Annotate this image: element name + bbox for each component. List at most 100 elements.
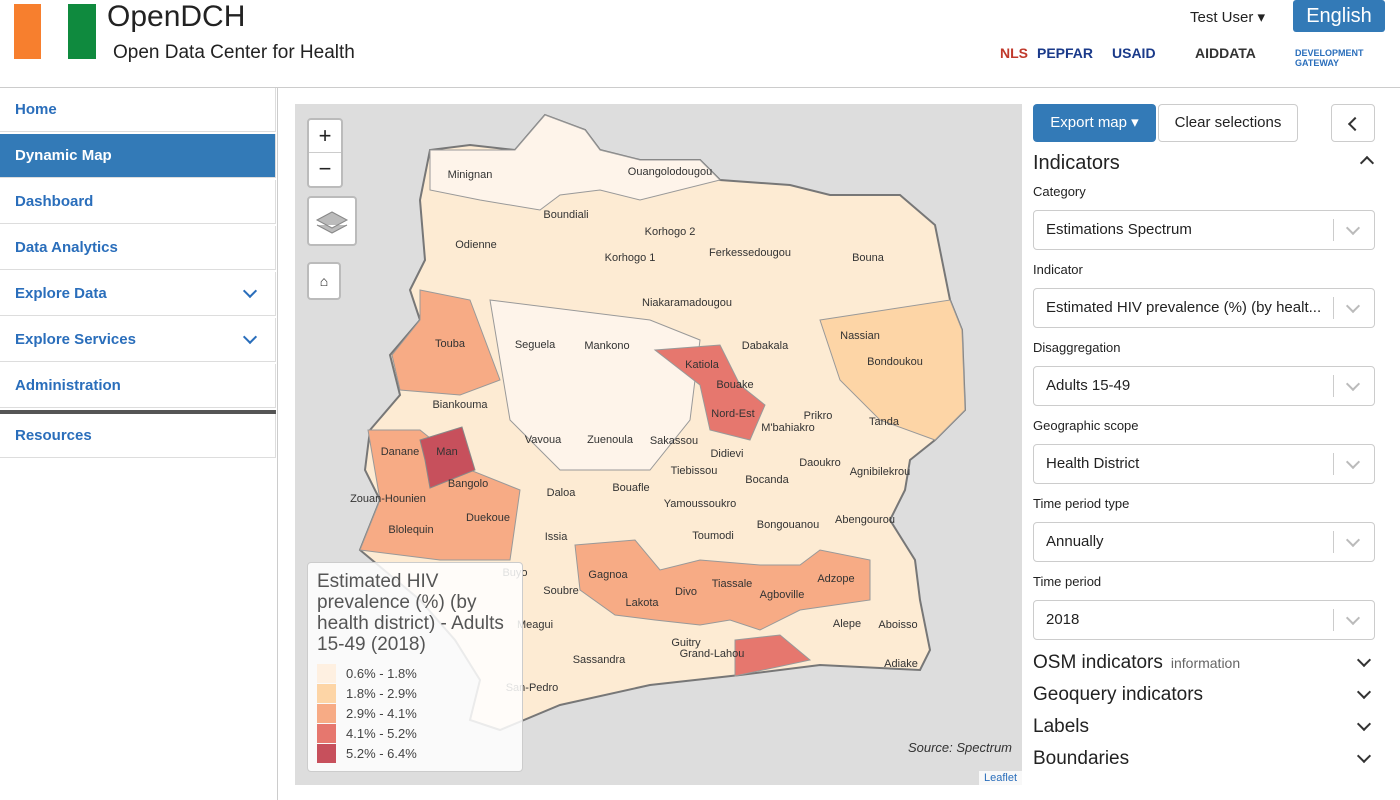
select[interactable]: Health District (1033, 444, 1375, 484)
zoom-in[interactable]: + (309, 120, 341, 153)
select-divider (1333, 453, 1334, 475)
nav-item[interactable]: Home (0, 88, 276, 132)
map[interactable]: Minignan Ouangolodougou Boundiali Korhogo 2… (295, 104, 1022, 785)
chevron (1356, 748, 1372, 764)
legend-label: 4.1% - 5.2% (346, 725, 417, 741)
chevron (1356, 652, 1372, 668)
logo: PEPFAR (1037, 45, 1094, 61)
select-value: Annually (1046, 533, 1104, 550)
chevron (1345, 610, 1361, 626)
sidebar-divider (0, 410, 276, 414)
district-label: Meagui (517, 619, 553, 631)
brand[interactable]: OpenDCH (107, 0, 246, 33)
district-label: Man (436, 446, 457, 458)
district-touba (391, 289, 501, 396)
select[interactable]: Estimations Spectrum (1033, 210, 1375, 250)
district-label: Grand-Lahou (680, 648, 745, 660)
district-label: Mankono (584, 340, 629, 352)
district-label: Daoukro (799, 457, 841, 469)
chevron (1356, 716, 1372, 732)
select-value: Health District (1046, 455, 1140, 472)
district-label: Yamoussoukro (664, 498, 737, 510)
field-label: Category (1033, 184, 1086, 199)
legend-item: 4.1% - 5.2% (317, 723, 513, 743)
user-menu[interactable]: Test User ▾ (1190, 9, 1266, 26)
legend-item: 5.2% - 6.4% (317, 743, 513, 763)
district-label: Prikro (804, 410, 833, 422)
district-label: Alepe (833, 618, 861, 630)
export-button[interactable]: Export map ▾ (1033, 104, 1156, 142)
district-label: Touba (435, 338, 466, 350)
select-value: Adults 15-49 (1046, 377, 1131, 394)
select[interactable]: Annually (1033, 522, 1375, 562)
chevron (1345, 298, 1361, 314)
district-label: Ouangolodougou (628, 166, 712, 178)
collapsed-section[interactable]: Labels (1033, 716, 1375, 738)
chevron (1347, 116, 1363, 132)
district-label: Daloa (547, 487, 577, 499)
district-label: Tanda (869, 416, 900, 428)
nav-item[interactable]: Data Analytics (0, 226, 276, 270)
district-label: Soubre (543, 585, 578, 597)
language-button[interactable]: English (1293, 0, 1385, 32)
district-south (574, 539, 871, 631)
legend-swatch (317, 723, 336, 743)
legend-swatch (317, 703, 336, 723)
select[interactable]: 2018 (1033, 600, 1375, 640)
section-title[interactable]: Indicators (1033, 152, 1120, 174)
select[interactable]: Estimated HIV prevalence (%) (by healt..… (1033, 288, 1375, 328)
district-label: M'bahiakro (761, 422, 814, 434)
nav-item[interactable]: Resources (0, 414, 276, 458)
legend-item: 1.8% - 2.9% (317, 683, 513, 703)
chevron (1345, 454, 1361, 470)
district-label: Korhogo 2 (645, 226, 696, 238)
legend-swatch (317, 683, 336, 703)
district-man (419, 426, 476, 489)
nav-label: Resources (15, 427, 92, 444)
collapsed-section[interactable]: Geoquery indicators (1033, 684, 1375, 706)
district-center (489, 299, 701, 471)
clear-button[interactable]: Clear selections (1158, 104, 1298, 142)
export-label: Export map (1050, 114, 1127, 131)
nav-item[interactable]: Dynamic Map (0, 134, 276, 178)
district-label: Vavoua (525, 434, 562, 446)
select-value: Estimated HIV prevalence (%) (by healt..… (1046, 299, 1322, 316)
nav-item[interactable]: Dashboard (0, 180, 276, 224)
legend-title: Estimated HIV prevalence (%) (by health … (317, 571, 504, 655)
district-label: Issia (545, 531, 569, 543)
district-label: Bangolo (448, 478, 488, 490)
district-label: Lakota (625, 597, 659, 609)
district-label: Sakassou (650, 435, 698, 447)
field-label: Disaggregation (1033, 340, 1121, 355)
select-divider (1333, 297, 1334, 319)
district-label: Korhogo 1 (605, 252, 656, 264)
nav-item[interactable]: Explore Data (0, 272, 276, 316)
zoom-out[interactable]: − (318, 156, 332, 181)
attribution[interactable]: Leaflet (978, 771, 1022, 785)
select-divider (1333, 219, 1334, 241)
layers-button[interactable] (307, 196, 357, 246)
logo: USAID (1112, 45, 1156, 61)
select[interactable]: Adults 15-49 (1033, 366, 1375, 406)
section-label: Labels (1033, 716, 1089, 737)
user: Test User (1190, 9, 1254, 26)
flag (14, 4, 96, 59)
district-north (429, 114, 721, 211)
district-label: Agnibilekrou (850, 466, 911, 478)
nav-item[interactable]: Administration (0, 364, 276, 408)
legend-label: 1.8% - 2.9% (346, 685, 417, 701)
nav-item[interactable]: Explore Services (0, 318, 276, 362)
district-label: Adiake (884, 658, 918, 670)
select-divider (1333, 531, 1334, 553)
nav-label: Data Analytics (15, 239, 118, 256)
legend-item: 2.9% - 4.1% (317, 703, 513, 723)
collapsed-section[interactable]: Boundaries (1033, 748, 1375, 770)
district-label: Bondoukou (867, 356, 923, 368)
section-note: information (1170, 655, 1241, 671)
collapsed-section[interactable]: OSM indicators information (1033, 652, 1375, 674)
collapse-panel[interactable] (1331, 104, 1375, 142)
district-label: Bongouanou (757, 519, 819, 531)
legend-swatch (317, 663, 336, 683)
home-button[interactable]: ⌂ (307, 262, 341, 300)
